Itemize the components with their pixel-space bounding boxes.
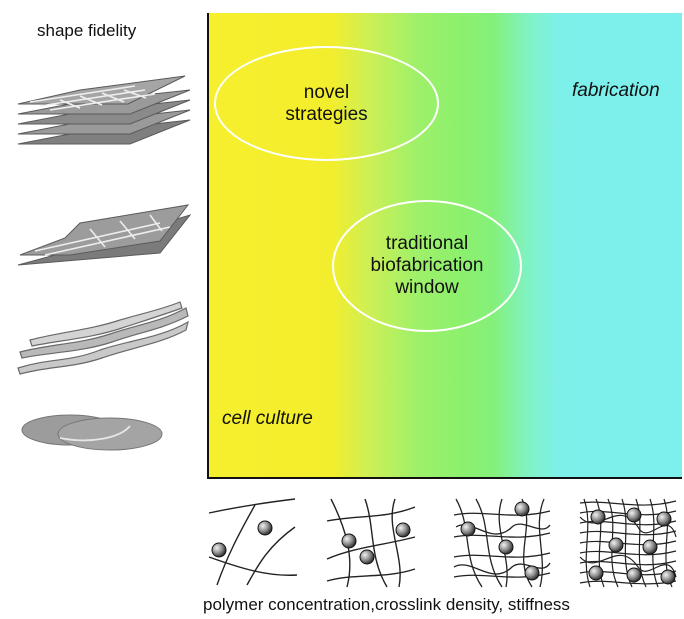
- very-dense-network-icon: [579, 498, 677, 588]
- ellipse-text-line: window: [395, 277, 459, 298]
- ellipse-text-line: traditional: [385, 233, 469, 254]
- sparse-network-icon: [208, 498, 298, 586]
- ellipse-text-line: strategies: [285, 103, 368, 125]
- collapsed-grid-icon: [17, 204, 192, 266]
- cell-culture-zone-label: cell culture: [222, 408, 313, 429]
- fabrication-zone-label: fabrication: [572, 80, 660, 101]
- traditional-window-ellipse: traditional biofabrication window: [332, 200, 522, 332]
- stacked-grid-icon: [17, 75, 191, 145]
- y-axis-title: shape fidelity: [37, 21, 137, 40]
- ellipse-text-line: novel: [303, 81, 350, 103]
- spread-strands-icon: [17, 301, 189, 375]
- ellipse-text-line: biofabrication: [370, 255, 484, 276]
- x-axis-title: polymer concentration,crosslink density,…: [203, 595, 570, 614]
- novel-strategies-ellipse: novel strategies: [214, 46, 439, 161]
- medium-network-icon: [326, 498, 416, 588]
- dense-network-icon: [453, 498, 551, 588]
- puddle-icon: [21, 414, 163, 451]
